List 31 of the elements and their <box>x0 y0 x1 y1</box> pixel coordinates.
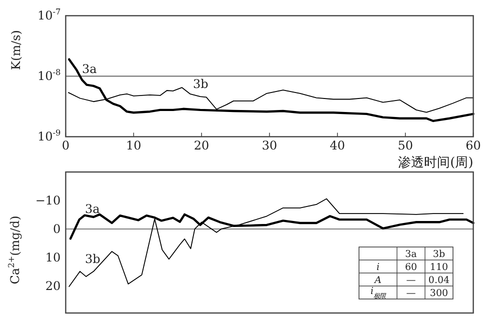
annotation: 110 <box>430 262 448 273</box>
x-axis-title: 渗透时间(周) <box>398 156 474 171</box>
x-tick-label: 10 <box>126 138 142 153</box>
annotation: i <box>376 262 380 273</box>
y-tick-label: 10 <box>45 250 61 264</box>
y-tick-label: 0 <box>53 222 61 236</box>
annotation: i$_{极限}$ <box>370 286 387 300</box>
x-tick-label: 0 <box>62 138 70 153</box>
x-tick-label: 20 <box>194 138 210 153</box>
annotation: — <box>406 288 416 299</box>
annotation: A <box>374 275 382 286</box>
annotation: 3b <box>432 249 446 260</box>
y-tick-label: −10 <box>35 193 61 208</box>
annotation: 60 <box>404 262 418 273</box>
annotation: — <box>406 275 416 286</box>
annotation: 300 <box>430 288 448 299</box>
y-tick-label: 20 <box>45 278 61 293</box>
x-tick-label: 40 <box>330 138 346 153</box>
series-label: 3a <box>82 62 97 76</box>
annotation: 0.04 <box>428 275 450 286</box>
series-label: 3a <box>85 202 100 216</box>
x-tick-label: 30 <box>262 138 278 153</box>
y-tick-label: 10$^{-8}$ <box>37 67 61 84</box>
series-label: 3b <box>193 77 209 91</box>
x-tick-label: 60 <box>466 138 481 153</box>
series-label: 3b <box>85 252 101 266</box>
y-tick-label: 10$^{-7}$ <box>37 6 61 23</box>
annotation: 3a <box>405 249 418 260</box>
y-tick-label: 10$^{-9}$ <box>37 128 61 144</box>
y-axis-title: K(m/s) <box>9 30 23 70</box>
x-tick-label: 50 <box>398 138 414 153</box>
